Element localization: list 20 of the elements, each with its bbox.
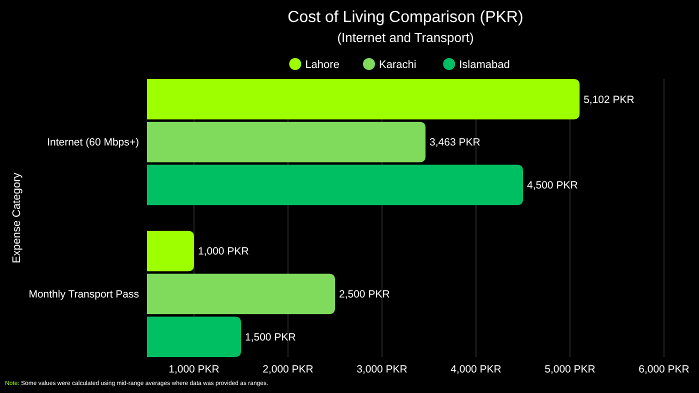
chart-subtitle: (Internet and Transport): [337, 30, 474, 45]
chart-title: Cost of Living Comparison (PKR): [288, 9, 524, 26]
data-label: 3,463 PKR: [430, 136, 481, 149]
y-axis-title: Expense Category: [11, 172, 23, 264]
data-label: 1,000 PKR: [198, 246, 250, 258]
x-tick-label: 6,000 PKR: [638, 363, 690, 376]
data-label: 5,102 PKR: [584, 94, 635, 106]
data-label: 2,500 PKR: [339, 288, 390, 301]
data-label: 1,500 PKR: [245, 332, 296, 344]
y-tick-label: Monthly Transport Pass: [28, 288, 139, 300]
y-tick-label: Internet (60 Mbps+): [47, 136, 139, 148]
legend-label: Karachi: [379, 58, 416, 71]
x-tick-label: 4,000 PKR: [450, 363, 502, 376]
legend-label: Islamabad: [459, 58, 510, 71]
legend-label: Lahore: [305, 58, 340, 71]
x-tick-label: 2,000 PKR: [262, 363, 314, 376]
x-tick-label: 1,000 PKR: [168, 363, 220, 376]
x-tick-label: 5,000 PKR: [544, 363, 596, 376]
x-tick-label: 3,000 PKR: [356, 363, 408, 376]
data-label: 4,500 PKR: [527, 180, 578, 192]
